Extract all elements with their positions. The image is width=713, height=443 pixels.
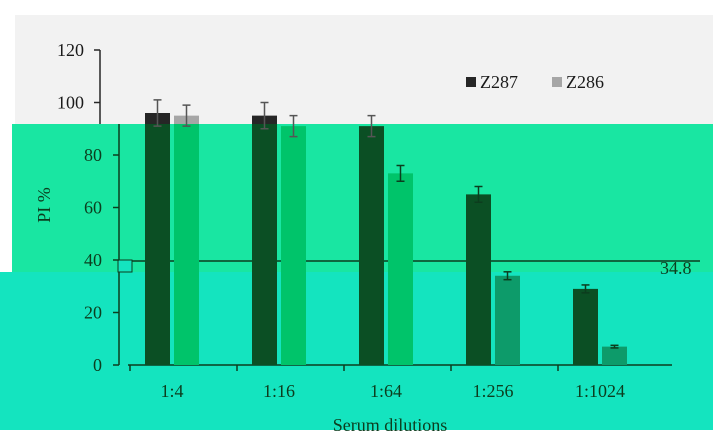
x-axis-title: Serum dilutions [333,415,448,435]
bar-z286-4 [495,275,520,365]
bar-z287-5 [573,288,598,365]
legend-label-z287: Z287 [480,72,518,92]
bar-z286-5 [602,346,627,365]
chart-panel-background [15,15,713,124]
bar-z286-1 [174,124,199,365]
x-tick-label: 1:256 [472,381,513,401]
bar-z286-2 [281,126,306,365]
seam-marker [117,259,133,273]
y-tick-label: 40 [84,250,102,270]
y-tick-label: 120 [57,40,84,60]
bar-z287-3 [359,126,384,365]
y-tick-label: 60 [84,198,102,218]
legend-swatch-z287 [466,77,476,87]
y-axis-title: PI % [34,187,54,223]
y-tick-label: 100 [57,93,84,113]
x-tick-label: 1:1024 [575,381,625,401]
x-tick-label: 1:16 [263,381,295,401]
x-tick-label: 1:64 [370,381,402,401]
bar-z286-3 [388,173,413,365]
y-tick-label: 80 [84,145,102,165]
legend-swatch-z286 [552,77,562,87]
legend-label-z286: Z286 [566,72,604,92]
bar-z287-4 [466,194,491,365]
y-tick-label: 0 [93,355,102,375]
annotation-label: 34.8 [660,258,692,278]
bar-z287-1 [145,124,170,365]
x-tick-label: 1:4 [160,381,183,401]
bar-z287-2 [252,124,277,365]
y-tick-label: 20 [84,303,102,323]
